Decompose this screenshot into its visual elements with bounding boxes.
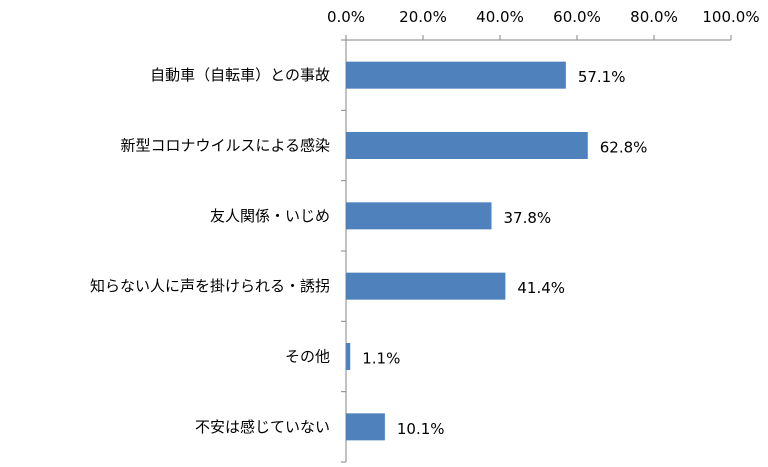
category-labels: 自動車（自転車）との事故新型コロナウイルスによる感染友人関係・いじめ知らない人に…	[90, 66, 330, 436]
bar	[346, 272, 506, 300]
data-labels: 57.1% 62.8% 37.8% 41.4% 1.1% 10.1%	[362, 68, 647, 438]
bar	[346, 61, 566, 89]
x-tick-label: 0.0%	[327, 8, 365, 26]
data-label: 10.1%	[397, 420, 445, 438]
data-label: 37.8%	[504, 209, 552, 227]
x-tick-label: 60.0%	[553, 8, 601, 26]
x-tick-label: 80.0%	[630, 8, 678, 26]
bar	[346, 202, 492, 230]
data-label: 41.4%	[517, 279, 565, 297]
category-label: 新型コロナウイルスによる感染	[120, 137, 330, 155]
x-tick-label: 40.0%	[476, 8, 524, 26]
data-label: 62.8%	[600, 139, 648, 157]
category-label: 不安は感じていない	[195, 418, 330, 436]
bar	[346, 132, 588, 159]
x-tick-label: 100.0%	[702, 8, 759, 26]
bar	[346, 343, 351, 370]
y-axis-tick-marks	[341, 39, 346, 463]
x-axis-ticks: 0.0% 20.0% 40.0% 60.0% 80.0% 100.0%	[327, 8, 760, 40]
x-tick-label: 20.0%	[399, 8, 447, 26]
category-label: 知らない人に声を掛けられる・誘拐	[90, 277, 330, 295]
category-label: 友人関係・いじめ	[210, 207, 330, 225]
category-label: 自動車（自転車）との事故	[150, 66, 330, 84]
bars	[346, 61, 588, 441]
bar	[346, 413, 385, 441]
category-label: その他	[285, 348, 330, 366]
data-label: 57.1%	[578, 68, 626, 86]
data-label: 1.1%	[362, 350, 400, 368]
